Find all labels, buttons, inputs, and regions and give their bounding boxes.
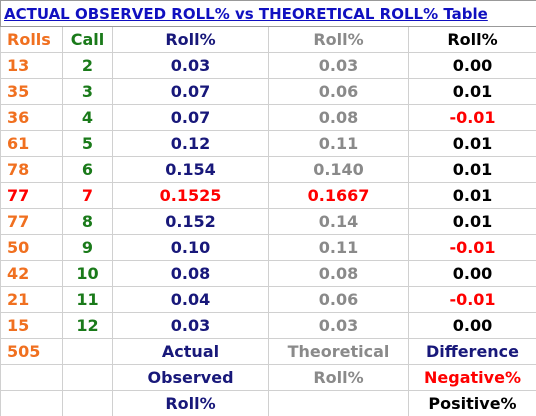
cell: Call [62, 26, 113, 53]
cell: 11 [62, 286, 113, 313]
cell: 9 [62, 234, 113, 261]
cell: -0.01 [408, 234, 536, 261]
data-row: 21 11 0.04 0.06 -0.01 [0, 286, 536, 313]
cell: Negative% [408, 364, 536, 391]
cell: 8 [62, 208, 113, 235]
cell: 21 [0, 286, 63, 313]
data-row: 13 2 0.03 0.03 0.00 [0, 52, 536, 79]
cell: Difference [408, 338, 536, 365]
cell: 0.00 [408, 312, 536, 339]
cell [268, 390, 409, 416]
header-row: Rolls Call Roll% Roll% Roll% [0, 26, 536, 53]
cell: 35 [0, 78, 63, 105]
cell: 0.00 [408, 260, 536, 287]
data-row: 35 3 0.07 0.06 0.01 [0, 78, 536, 105]
footer-row: Observed Roll% Negative% [0, 364, 536, 391]
cell: 0.06 [268, 286, 409, 313]
cell: 0.10 [112, 234, 269, 261]
cell: 36 [0, 104, 63, 131]
cell: 77 [0, 208, 63, 235]
cell: 15 [0, 312, 63, 339]
cell: Theoretical [268, 338, 409, 365]
cell: 13 [0, 52, 63, 79]
cell: -0.01 [408, 104, 536, 131]
cell: 0.11 [268, 130, 409, 157]
cell: 10 [62, 260, 113, 287]
cell: 0.01 [408, 208, 536, 235]
cell: 0.08 [268, 104, 409, 131]
cell: 0.03 [268, 312, 409, 339]
cell: Rolls [0, 26, 63, 53]
data-row: 42 10 0.08 0.08 0.00 [0, 260, 536, 287]
cell: 0.11 [268, 234, 409, 261]
cell: 0.01 [408, 78, 536, 105]
cell: Roll% [112, 26, 269, 53]
cell: 12 [62, 312, 113, 339]
cell: 0.03 [268, 52, 409, 79]
cell: 0.12 [112, 130, 269, 157]
cell: Observed [112, 364, 269, 391]
cell: 50 [0, 234, 63, 261]
cell: 5 [62, 130, 113, 157]
cell: 7 [62, 182, 113, 209]
cell: Roll% [268, 364, 409, 391]
cell: Roll% [408, 26, 536, 53]
cell: Actual [112, 338, 269, 365]
data-row: 77 7 0.1525 0.1667 0.01 [0, 182, 536, 209]
cell: 2 [62, 52, 113, 79]
cell [62, 364, 113, 391]
cell: 0.14 [268, 208, 409, 235]
cell: 0.03 [112, 52, 269, 79]
cell: 0.1525 [112, 182, 269, 209]
data-row: 15 12 0.03 0.03 0.00 [0, 312, 536, 339]
cell: Roll% [268, 26, 409, 53]
cell: Roll% [112, 390, 269, 416]
cell: 0.07 [112, 104, 269, 131]
cell: 0.01 [408, 182, 536, 209]
cell [62, 338, 113, 365]
cell: 0.154 [112, 156, 269, 183]
data-row: 61 5 0.12 0.11 0.01 [0, 130, 536, 157]
cell: -0.01 [408, 286, 536, 313]
data-row: 77 8 0.152 0.14 0.01 [0, 208, 536, 235]
cell: 0.00 [408, 52, 536, 79]
cell: 78 [0, 156, 63, 183]
cell: 0.01 [408, 130, 536, 157]
cell: 0.06 [268, 78, 409, 105]
cell: 6 [62, 156, 113, 183]
cell [0, 390, 63, 416]
cell: 4 [62, 104, 113, 131]
cell: 77 [0, 182, 63, 209]
cell: 0.140 [268, 156, 409, 183]
cell: 505 [0, 338, 63, 365]
cell: 0.07 [112, 78, 269, 105]
cell: 0.01 [408, 156, 536, 183]
table-title: ACTUAL OBSERVED ROLL% vs THEORETICAL ROL… [0, 0, 536, 27]
cell: 61 [0, 130, 63, 157]
cell: 0.04 [112, 286, 269, 313]
cell: 0.08 [112, 260, 269, 287]
cell: 0.152 [112, 208, 269, 235]
footer-row: Roll% Positive% [0, 390, 536, 416]
data-row: 78 6 0.154 0.140 0.01 [0, 156, 536, 183]
cell: 0.08 [268, 260, 409, 287]
title-row: ACTUAL OBSERVED ROLL% vs THEORETICAL ROL… [0, 0, 536, 27]
cell: 3 [62, 78, 113, 105]
footer-row: 505 Actual Theoretical Difference [0, 338, 536, 365]
cell: 0.03 [112, 312, 269, 339]
cell: Positive% [408, 390, 536, 416]
cell [62, 390, 113, 416]
data-row: 50 9 0.10 0.11 -0.01 [0, 234, 536, 261]
cell [0, 364, 63, 391]
data-row: 36 4 0.07 0.08 -0.01 [0, 104, 536, 131]
cell: 42 [0, 260, 63, 287]
cell: 0.1667 [268, 182, 409, 209]
